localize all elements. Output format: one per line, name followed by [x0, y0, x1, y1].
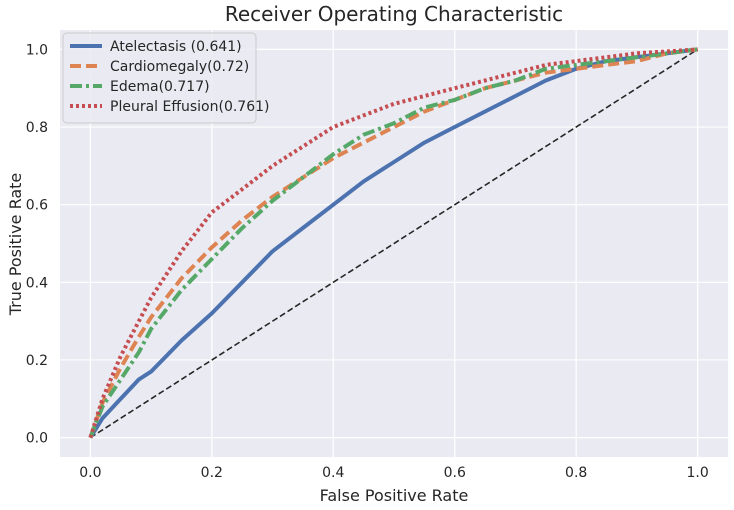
roc-curve-3: [88, 47, 698, 439]
x-axis-label: False Positive Rate: [320, 486, 469, 505]
x-tick-label: 0.8: [565, 465, 587, 481]
legend-label: Cardiomegaly(0.72): [110, 59, 249, 75]
series-layer: [88, 47, 699, 439]
x-tick-label: 1.0: [687, 465, 709, 481]
x-tick-label: 0.4: [322, 465, 344, 481]
y-axis-label: True Positive Rate: [6, 173, 25, 317]
x-tick-label: 0.2: [201, 465, 223, 481]
x-tick-labels: 0.0 0.2 0.4 0.6 0.8 1.0: [79, 465, 709, 481]
y-tick-label: 0.0: [26, 431, 48, 447]
legend-label: Edema(0.717): [110, 79, 210, 95]
y-tick-label: 0.2: [26, 353, 48, 369]
y-tick-labels: 0.0 0.2 0.4 0.6 0.8 1.0: [26, 42, 48, 446]
legend-box: [62, 32, 257, 124]
y-tick-label: 0.8: [26, 120, 48, 136]
roc-curve-4: [88, 47, 698, 439]
chance-diagonal-line: [89, 48, 699, 439]
chart-title: Receiver Operating Characteristic: [225, 2, 563, 26]
legend-label: Atelectasis (0.641): [110, 39, 242, 55]
grid-lines: [60, 30, 728, 457]
legend: Atelectasis (0.641) Cardiomegaly(0.72) Ede…: [62, 32, 269, 124]
x-tick-label: 0.6: [444, 465, 466, 481]
y-tick-label: 0.4: [26, 275, 48, 291]
y-tick-label: 1.0: [26, 42, 48, 58]
x-tick-label: 0.0: [79, 465, 101, 481]
y-tick-label: 0.6: [26, 198, 48, 214]
roc-curve-2: [88, 47, 698, 439]
legend-label: Pleural Effusion(0.761): [110, 99, 269, 115]
